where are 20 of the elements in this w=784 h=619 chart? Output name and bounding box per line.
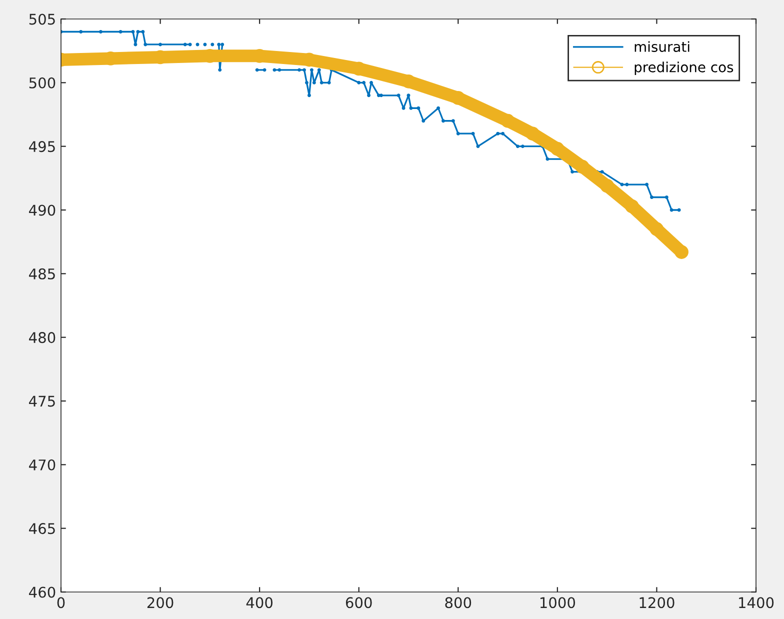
y-tick-label: 465 bbox=[29, 523, 55, 534]
legend-label: predizione cos bbox=[634, 62, 734, 76]
y-tick-label: 505 bbox=[29, 14, 55, 25]
x-tick-label: 600 bbox=[346, 597, 372, 608]
x-tick-label: 1400 bbox=[739, 597, 774, 608]
y-tick-label: 495 bbox=[29, 141, 55, 152]
y-tick-label: 460 bbox=[29, 586, 56, 598]
y-tick-label: 490 bbox=[29, 204, 56, 216]
y-tick-label: 480 bbox=[29, 332, 56, 344]
x-tick-label: 400 bbox=[246, 597, 273, 608]
x-tick-label: 800 bbox=[445, 597, 472, 608]
x-tick-label: 0 bbox=[57, 597, 65, 608]
y-tick-label: 485 bbox=[29, 268, 55, 280]
x-tick-label: 1000 bbox=[540, 597, 576, 608]
y-tick-label: 500 bbox=[29, 77, 56, 88]
y-tick-label: 475 bbox=[29, 396, 55, 407]
x-tick-label: 200 bbox=[147, 597, 174, 608]
y-tick-label: 470 bbox=[29, 459, 56, 470]
legend-label: misurati bbox=[634, 41, 690, 52]
x-tick-label: 1200 bbox=[640, 597, 674, 608]
